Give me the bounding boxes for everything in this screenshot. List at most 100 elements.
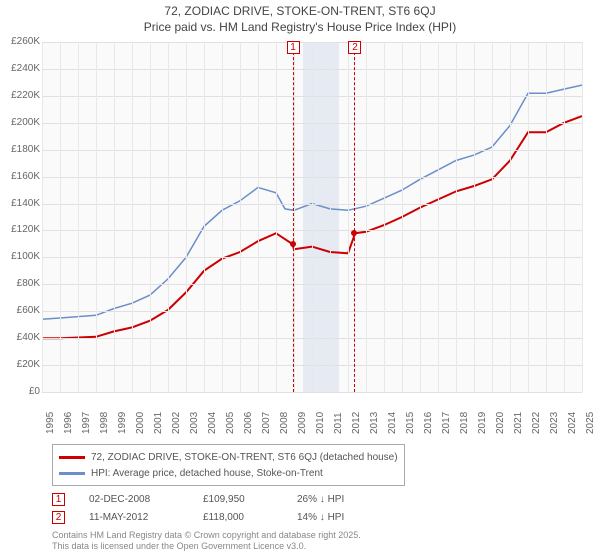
x-grid-line — [186, 42, 187, 392]
footer-line-2: This data is licensed under the Open Gov… — [52, 541, 361, 552]
x-grid-line — [78, 42, 79, 392]
sale-delta: 14% ↓ HPI — [297, 512, 387, 523]
x-grid-line — [96, 42, 97, 392]
x-grid-line — [222, 42, 223, 392]
y-tick-label: £100K — [0, 251, 40, 262]
x-grid-line — [60, 42, 61, 392]
x-grid-line — [384, 42, 385, 392]
y-tick-label: £140K — [0, 198, 40, 209]
y-tick-label: £180K — [0, 144, 40, 155]
x-grid-line — [312, 42, 313, 392]
x-tick-label: 2012 — [351, 412, 362, 434]
x-tick-label: 2023 — [549, 412, 560, 434]
x-grid-line — [132, 42, 133, 392]
x-axis-labels: 1995199619971998199920002001200220032004… — [42, 404, 582, 444]
legend: 72, ZODIAC DRIVE, STOKE-ON-TRENT, ST6 6Q… — [52, 444, 405, 486]
sale-delta: 26% ↓ HPI — [297, 494, 387, 505]
sale-marker-line — [293, 42, 294, 392]
x-grid-line — [348, 42, 349, 392]
sale-marker-index: 2 — [348, 41, 361, 54]
x-tick-label: 2002 — [171, 412, 182, 434]
x-tick-label: 2022 — [531, 412, 542, 434]
x-grid-line — [582, 42, 583, 392]
sales-row: 1 02-DEC-2008 £109,950 26% ↓ HPI — [52, 490, 387, 508]
x-tick-label: 2025 — [585, 412, 596, 434]
y-tick-label: £0 — [0, 386, 40, 397]
y-tick-label: £200K — [0, 117, 40, 128]
y-tick-label: £260K — [0, 36, 40, 47]
x-grid-line — [42, 42, 43, 392]
x-tick-label: 2017 — [441, 412, 452, 434]
sale-index-box: 2 — [52, 511, 65, 524]
x-grid-line — [276, 42, 277, 392]
plot-region: £0£20K£40K£60K£80K£100K£120K£140K£160K£1… — [42, 42, 582, 392]
title-line-1: 72, ZODIAC DRIVE, STOKE-ON-TRENT, ST6 6Q… — [0, 4, 600, 18]
legend-item-hpi: HPI: Average price, detached house, Stok… — [59, 465, 398, 481]
x-tick-label: 1998 — [99, 412, 110, 434]
sale-date: 02-DEC-2008 — [89, 494, 179, 505]
x-grid-line — [168, 42, 169, 392]
x-grid-line — [204, 42, 205, 392]
sale-marker-dot — [351, 230, 357, 236]
y-tick-label: £40K — [0, 332, 40, 343]
x-tick-label: 2001 — [153, 412, 164, 434]
y-tick-label: £20K — [0, 359, 40, 370]
y-grid-line — [42, 392, 582, 393]
sale-price: £118,000 — [203, 512, 273, 523]
x-grid-line — [546, 42, 547, 392]
x-grid-line — [240, 42, 241, 392]
x-grid-line — [438, 42, 439, 392]
x-grid-line — [402, 42, 403, 392]
chart-header: 72, ZODIAC DRIVE, STOKE-ON-TRENT, ST6 6Q… — [0, 0, 600, 34]
x-tick-label: 2024 — [567, 412, 578, 434]
x-tick-label: 2013 — [369, 412, 380, 434]
legend-label-property: 72, ZODIAC DRIVE, STOKE-ON-TRENT, ST6 6Q… — [91, 452, 398, 463]
sale-marker-line — [354, 42, 355, 392]
x-tick-label: 2003 — [189, 412, 200, 434]
legend-swatch-property — [59, 456, 85, 459]
y-tick-label: £220K — [0, 90, 40, 101]
y-tick-label: £60K — [0, 305, 40, 316]
chart-area: £0£20K£40K£60K£80K£100K£120K£140K£160K£1… — [42, 42, 582, 392]
x-tick-label: 1999 — [117, 412, 128, 434]
sale-date: 11-MAY-2012 — [89, 512, 179, 523]
x-grid-line — [510, 42, 511, 392]
x-grid-line — [330, 42, 331, 392]
x-tick-label: 1997 — [81, 412, 92, 434]
x-tick-label: 2010 — [315, 412, 326, 434]
legend-swatch-hpi — [59, 472, 85, 475]
footer-line-1: Contains HM Land Registry data © Crown c… — [52, 530, 361, 541]
x-tick-label: 2009 — [297, 412, 308, 434]
x-grid-line — [420, 42, 421, 392]
x-tick-label: 2008 — [279, 412, 290, 434]
x-tick-label: 2000 — [135, 412, 146, 434]
x-grid-line — [474, 42, 475, 392]
x-tick-label: 2019 — [477, 412, 488, 434]
x-grid-line — [258, 42, 259, 392]
x-grid-line — [150, 42, 151, 392]
x-tick-label: 2020 — [495, 412, 506, 434]
x-tick-label: 2004 — [207, 412, 218, 434]
sales-row: 2 11-MAY-2012 £118,000 14% ↓ HPI — [52, 508, 387, 526]
x-tick-label: 1996 — [63, 412, 74, 434]
x-grid-line — [114, 42, 115, 392]
x-tick-label: 2014 — [387, 412, 398, 434]
x-grid-line — [528, 42, 529, 392]
footer: Contains HM Land Registry data © Crown c… — [52, 530, 361, 553]
title-line-2: Price paid vs. HM Land Registry's House … — [0, 20, 600, 34]
y-tick-label: £160K — [0, 171, 40, 182]
y-tick-label: £120K — [0, 224, 40, 235]
x-tick-label: 2007 — [261, 412, 272, 434]
sale-price: £109,950 — [203, 494, 273, 505]
legend-item-property: 72, ZODIAC DRIVE, STOKE-ON-TRENT, ST6 6Q… — [59, 449, 398, 465]
x-tick-label: 2018 — [459, 412, 470, 434]
sale-index-box: 1 — [52, 493, 65, 506]
x-grid-line — [456, 42, 457, 392]
x-tick-label: 2005 — [225, 412, 236, 434]
x-grid-line — [564, 42, 565, 392]
sale-marker-dot — [290, 241, 296, 247]
x-tick-label: 2006 — [243, 412, 254, 434]
sales-table: 1 02-DEC-2008 £109,950 26% ↓ HPI 2 11-MA… — [52, 490, 387, 526]
legend-label-hpi: HPI: Average price, detached house, Stok… — [91, 468, 323, 479]
x-grid-line — [492, 42, 493, 392]
